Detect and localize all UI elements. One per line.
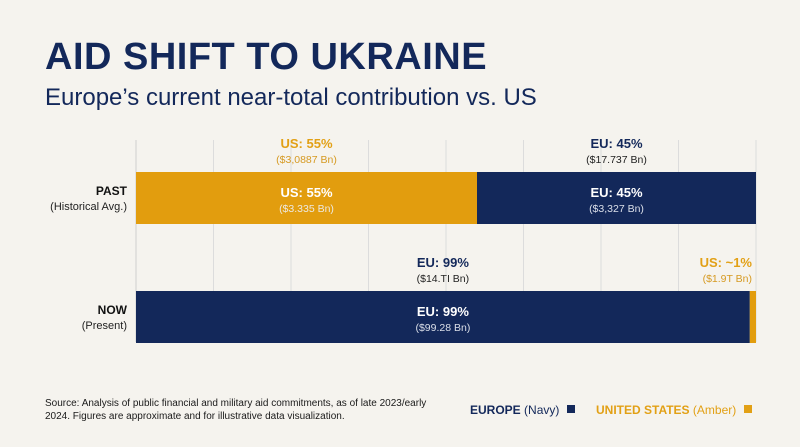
bar-us xyxy=(749,291,756,343)
bar-sublabel-eu: ($99.28 Bn) xyxy=(415,322,470,334)
above-label-us: US: 55% xyxy=(280,136,332,151)
legend-us-paren: (Amber) xyxy=(692,403,737,417)
bar-eu xyxy=(477,172,756,224)
above-sublabel-eu: ($17.737 Bn) xyxy=(586,154,647,166)
bar-label-us: US: 55% xyxy=(280,185,332,200)
bar-eu xyxy=(136,291,750,343)
above-label-eu: EU: 45% xyxy=(590,136,642,151)
category-sublabel: (Present) xyxy=(82,320,127,332)
legend-us: UNITED STATES (Amber) xyxy=(596,403,752,417)
category-sublabel: (Historical Avg.) xyxy=(50,201,127,213)
legend-europe-paren: (Navy) xyxy=(524,403,560,417)
category-label: NOW xyxy=(98,303,128,317)
above-sublabel-us: ($1.9T Bn) xyxy=(703,273,752,285)
above-label-us: US: ~1% xyxy=(700,255,753,270)
legend-europe-swatch xyxy=(566,405,575,413)
chart-title: AID SHIFT TO UKRAINE xyxy=(45,36,488,78)
above-label-eu: EU: 99% xyxy=(417,255,469,270)
above-sublabel-eu: ($14.TI Bn) xyxy=(417,273,470,285)
bar-sublabel-eu: ($3,327 Bn) xyxy=(589,203,644,215)
bar-label-eu: EU: 45% xyxy=(590,185,642,200)
legend-us-label: UNITED STATES xyxy=(596,403,690,417)
chart-subtitle: Europe’s current near-total contribution… xyxy=(45,84,537,111)
legend-us-swatch xyxy=(743,405,752,413)
legend-europe: EUROPE (Navy) xyxy=(470,403,575,417)
bar-us xyxy=(136,172,477,224)
bar-label-eu: EU: 99% xyxy=(417,304,469,319)
source-note: Source: Analysis of public financial and… xyxy=(45,398,427,422)
legend-europe-label: EUROPE xyxy=(470,403,521,417)
bar-sublabel-us: ($3.335 Bn) xyxy=(279,203,334,215)
category-label: PAST xyxy=(96,184,128,198)
above-sublabel-us: ($3,0887 Bn) xyxy=(276,154,337,166)
